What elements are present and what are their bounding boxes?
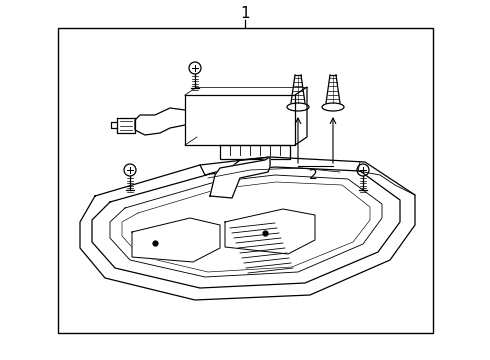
Polygon shape xyxy=(92,167,400,288)
Text: 1: 1 xyxy=(240,5,250,21)
Text: 2: 2 xyxy=(309,168,318,182)
Polygon shape xyxy=(210,157,270,198)
Polygon shape xyxy=(225,209,315,254)
Polygon shape xyxy=(132,218,220,262)
Polygon shape xyxy=(80,157,415,300)
Bar xyxy=(58,28,433,333)
